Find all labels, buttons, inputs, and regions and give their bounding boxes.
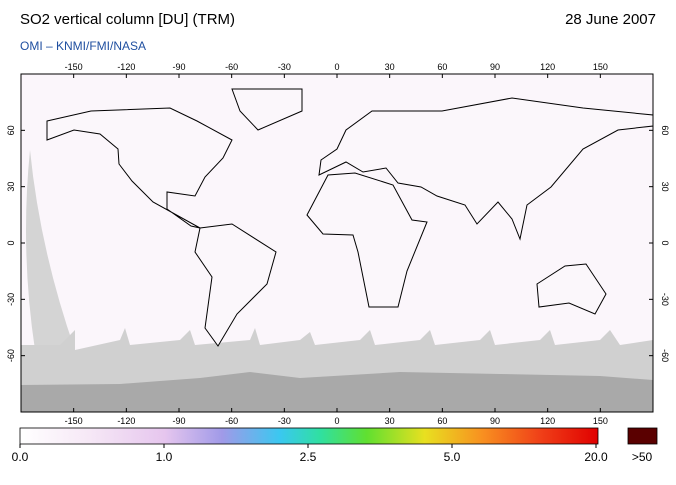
colorbar-tick-label: 20.0 xyxy=(584,450,608,464)
lat-tick-label: 0 xyxy=(660,240,670,245)
africa xyxy=(306,172,428,308)
north-america xyxy=(46,107,233,229)
lon-tick-label: -90 xyxy=(172,62,185,72)
colorbar-over-label: >50 xyxy=(632,450,653,464)
lon-tick-label: 90 xyxy=(490,62,500,72)
colorbar-tick-label: 2.5 xyxy=(300,450,317,464)
lat-tick-label: -30 xyxy=(660,293,670,306)
eurasia xyxy=(318,97,654,241)
lon-tick-label: 150 xyxy=(593,416,608,426)
lon-tick-label: 30 xyxy=(385,62,395,72)
south-america xyxy=(194,223,277,347)
lat-tick-label: 0 xyxy=(6,240,16,245)
greenland xyxy=(231,88,303,131)
colorbar-tick-label: 1.0 xyxy=(156,450,173,464)
lon-tick-label: -30 xyxy=(278,416,291,426)
map xyxy=(20,73,654,413)
lon-tick-label: 60 xyxy=(437,416,447,426)
lat-tick-label: 60 xyxy=(660,125,670,135)
lon-tick-label: 120 xyxy=(540,416,555,426)
colorbar-over xyxy=(627,427,658,445)
lat-tick-label: -30 xyxy=(6,293,16,306)
lat-tick-label: 30 xyxy=(6,182,16,192)
title: SO2 vertical column [DU] (TRM) xyxy=(20,11,235,28)
lon-tick-label: 30 xyxy=(385,416,395,426)
lon-tick-label: -30 xyxy=(278,62,291,72)
lat-tick-label: 30 xyxy=(660,182,670,192)
lat-tick-label: 60 xyxy=(6,125,16,135)
missing-swath xyxy=(26,150,75,350)
lon-tick-label: 90 xyxy=(490,416,500,426)
lon-tick-label: -120 xyxy=(117,416,135,426)
lon-tick-label: -120 xyxy=(117,62,135,72)
lon-tick-label: 0 xyxy=(334,416,339,426)
subtitle: OMI – KNMI/FMI/NASA xyxy=(20,39,146,53)
lon-tick-label: 150 xyxy=(593,62,608,72)
lon-tick-label: 120 xyxy=(540,62,555,72)
lon-tick-label: 0 xyxy=(334,62,339,72)
lon-tick-label: -150 xyxy=(65,416,83,426)
antarctica xyxy=(21,372,653,412)
lon-tick-label: 60 xyxy=(437,62,447,72)
colorbar-tick-label: 0.0 xyxy=(12,450,29,464)
australia xyxy=(536,263,607,315)
colorbar-tick-label: 5.0 xyxy=(444,450,461,464)
colorbar xyxy=(19,427,599,445)
lon-tick-label: -150 xyxy=(65,62,83,72)
lon-tick-label: -90 xyxy=(172,416,185,426)
lat-tick-label: -60 xyxy=(660,349,670,362)
lon-tick-label: -60 xyxy=(225,416,238,426)
lat-tick-label: -60 xyxy=(6,349,16,362)
date: 28 June 2007 xyxy=(565,11,656,28)
lon-tick-label: -60 xyxy=(225,62,238,72)
